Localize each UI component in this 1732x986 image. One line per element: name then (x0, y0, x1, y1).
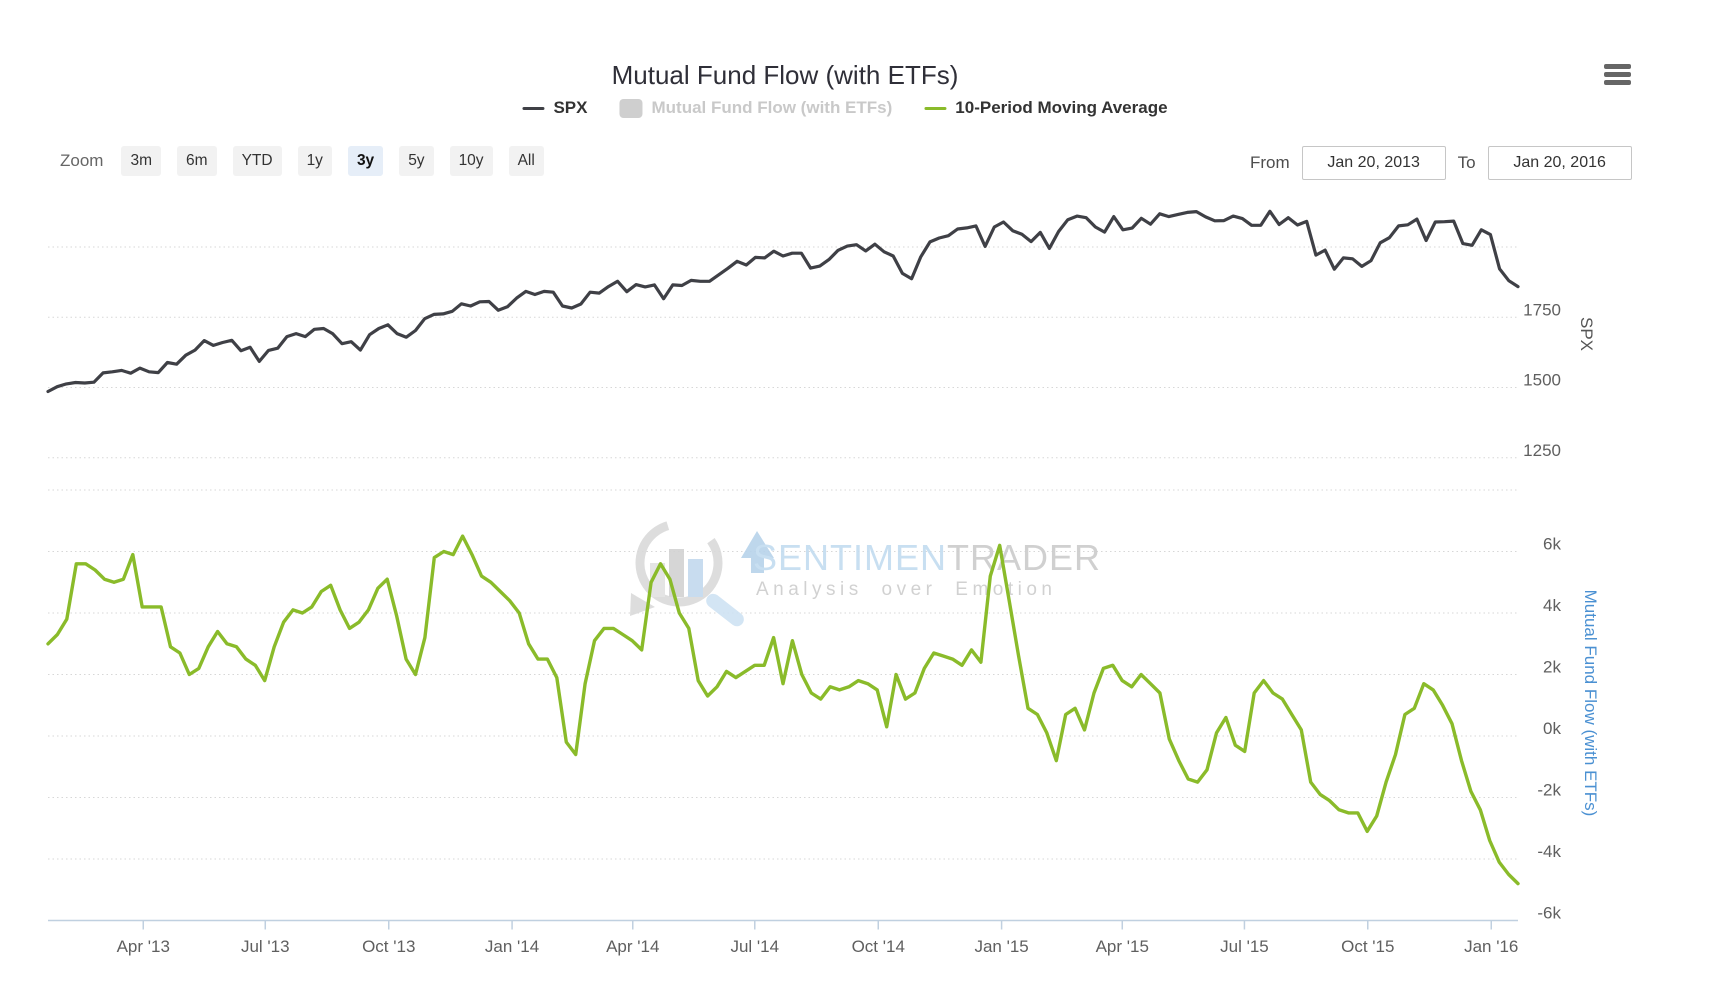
legend-item-spx[interactable]: SPX (522, 98, 587, 118)
from-label: From (1250, 153, 1290, 172)
legend-label: Mutual Fund Flow (with ETFs) (651, 98, 893, 117)
spx-axis-tick-label: 1250 (1523, 441, 1561, 460)
watermark-text-2: TRADER (947, 537, 1101, 578)
moving-average-series-line (46, 534, 1520, 886)
zoom-toolbar: Zoom 3m 6m YTD 1y 3y 5y 10y All (60, 146, 544, 176)
zoom-button-ytd[interactable]: YTD (232, 146, 282, 176)
flow-axis-tick-label: 4k (1543, 596, 1561, 615)
spx-series-line (46, 209, 1520, 394)
x-axis (48, 919, 1518, 930)
chart-title: Mutual Fund Flow (with ETFs) (611, 60, 959, 90)
moving-average-line-marker-icon (924, 106, 947, 110)
x-axis-tick-label: Apr '14 (606, 937, 659, 956)
x-axis-tick-label: Jul '15 (1220, 937, 1269, 956)
zoom-button-3m[interactable]: 3m (121, 146, 162, 176)
x-axis-tick-label: Apr '13 (117, 937, 170, 956)
gridlines (48, 246, 1518, 921)
spx-axis-tick-label: 1500 (1523, 371, 1561, 390)
flow-axis-tick-label: 6k (1543, 535, 1561, 554)
zoom-button-10y[interactable]: 10y (449, 146, 493, 176)
x-axis-tick-label: Apr '15 (1096, 937, 1149, 956)
zoom-button-6m[interactable]: 6m (177, 146, 217, 176)
x-axis-tick-label: Oct '13 (362, 937, 415, 956)
to-date-input[interactable] (1487, 146, 1632, 180)
watermark-tagline: Analysis over Emotion (756, 579, 1056, 600)
x-axis-tick-label: Jan '16 (1464, 937, 1518, 956)
legend: SPX Mutual Fund Flow (with ETFs) 10-Peri… (522, 98, 1168, 118)
axis-labels: Apr '13 Jul '13 Oct '13 Jan '14 Apr '14 Jul '… (117, 300, 1600, 956)
zoom-button-5y[interactable]: 5y (399, 146, 434, 176)
x-axis-tick-label: Oct '14 (852, 937, 905, 956)
flow-axis-tick-label: -2k (1537, 781, 1561, 800)
x-axis-tick-label: Jul '13 (241, 937, 290, 956)
watermark-text-1: SENTIMEN (753, 537, 947, 578)
to-label: To (1457, 153, 1476, 172)
x-axis-tick-label: Jul '14 (730, 937, 779, 956)
spx-line-marker-icon (522, 106, 545, 110)
spx-axis-title: SPX (1577, 317, 1596, 351)
flow-axis-title: Mutual Fund Flow (with ETFs) (1581, 590, 1600, 817)
flow-axis-tick-label: -4k (1537, 842, 1561, 861)
flow-axis-tick-label: -6k (1537, 904, 1561, 923)
series-lines (46, 209, 1520, 886)
legend-item-mutual-fund-flow[interactable]: Mutual Fund Flow (with ETFs) (619, 98, 892, 118)
x-axis-tick-label: Oct '15 (1341, 937, 1394, 956)
legend-label: SPX (553, 98, 588, 117)
legend-label: 10-Period Moving Average (955, 98, 1168, 117)
x-axis-tick-label: Jan '15 (974, 937, 1028, 956)
hamburger-menu-icon[interactable] (1604, 64, 1634, 90)
watermark: SENTIMENTRADER Analysis over Emotion (630, 519, 1101, 627)
zoom-label: Zoom (60, 151, 104, 170)
legend-item-moving-average[interactable]: 10-Period Moving Average (924, 98, 1168, 118)
fund-flow-box-marker-icon (619, 98, 643, 118)
date-range-toolbar: From To (1250, 146, 1632, 180)
zoom-button-1y[interactable]: 1y (297, 146, 332, 176)
flow-axis-tick-label: 0k (1543, 719, 1561, 738)
spx-axis-tick-label: 1750 (1523, 300, 1561, 319)
zoom-button-all[interactable]: All (508, 146, 544, 176)
svg-text:SENTIMENTRADER: SENTIMENTRADER (753, 537, 1101, 578)
from-date-input[interactable] (1301, 146, 1446, 180)
zoom-button-3y[interactable]: 3y (347, 146, 384, 176)
flow-axis-tick-label: 2k (1543, 658, 1561, 677)
x-axis-tick-label: Jan '14 (485, 937, 539, 956)
